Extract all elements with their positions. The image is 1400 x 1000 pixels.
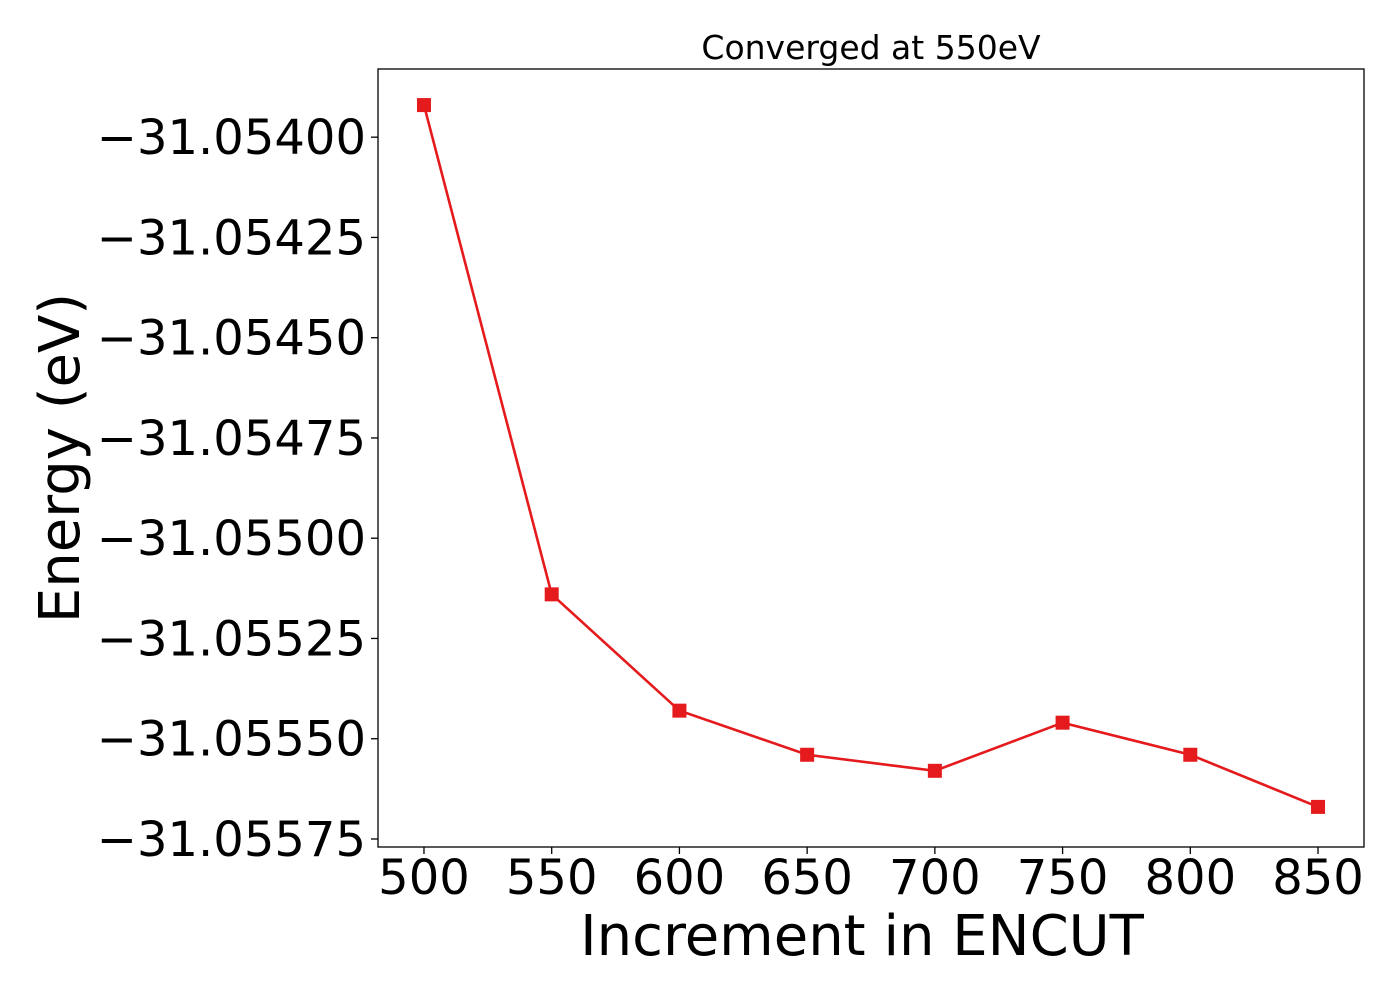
plot-area-frame <box>377 68 1365 848</box>
series-layer <box>416 98 1326 814</box>
data-point-marker <box>672 703 687 718</box>
x-axis-title: Increment in ENCUT <box>580 904 1145 969</box>
y-tick-label: −31.05450 <box>97 311 366 367</box>
y-tick-label: −31.05525 <box>97 611 366 667</box>
y-tick-label: −31.05400 <box>97 110 366 166</box>
series-line <box>422 104 1319 809</box>
x-tick-label: 550 <box>506 850 598 906</box>
y-axis-title: Energy (eV) <box>28 293 93 623</box>
data-point-marker <box>1183 747 1198 762</box>
x-tick-label: 800 <box>1144 850 1236 906</box>
x-axis: 500 550 600 650 700 750 800 850 <box>378 847 1364 906</box>
y-tick-label: −31.05500 <box>97 511 366 567</box>
x-tick-label: 750 <box>1017 850 1109 906</box>
y-tick-label: −31.05550 <box>97 712 366 768</box>
data-point-marker <box>927 763 942 778</box>
x-tick-label: 600 <box>634 850 726 906</box>
y-tick-label: −31.05425 <box>97 210 366 266</box>
x-tick-label: 500 <box>378 850 470 906</box>
y-tick-label: −31.05475 <box>97 411 366 467</box>
x-tick-label: 850 <box>1272 850 1364 906</box>
data-point-marker <box>1055 715 1070 730</box>
x-tick-label: 650 <box>761 850 853 906</box>
chart-title: Converged at 550eV <box>701 28 1041 67</box>
data-point-marker <box>544 587 559 602</box>
y-tick-label: −31.05575 <box>97 812 366 868</box>
data-point-marker <box>800 747 815 762</box>
data-point-marker <box>416 98 431 113</box>
y-axis: −31.05400 −31.05425 −31.05450 −31.05475 −31.… <box>97 110 378 868</box>
x-tick-label: 700 <box>889 850 981 906</box>
data-point-marker <box>1311 799 1326 814</box>
